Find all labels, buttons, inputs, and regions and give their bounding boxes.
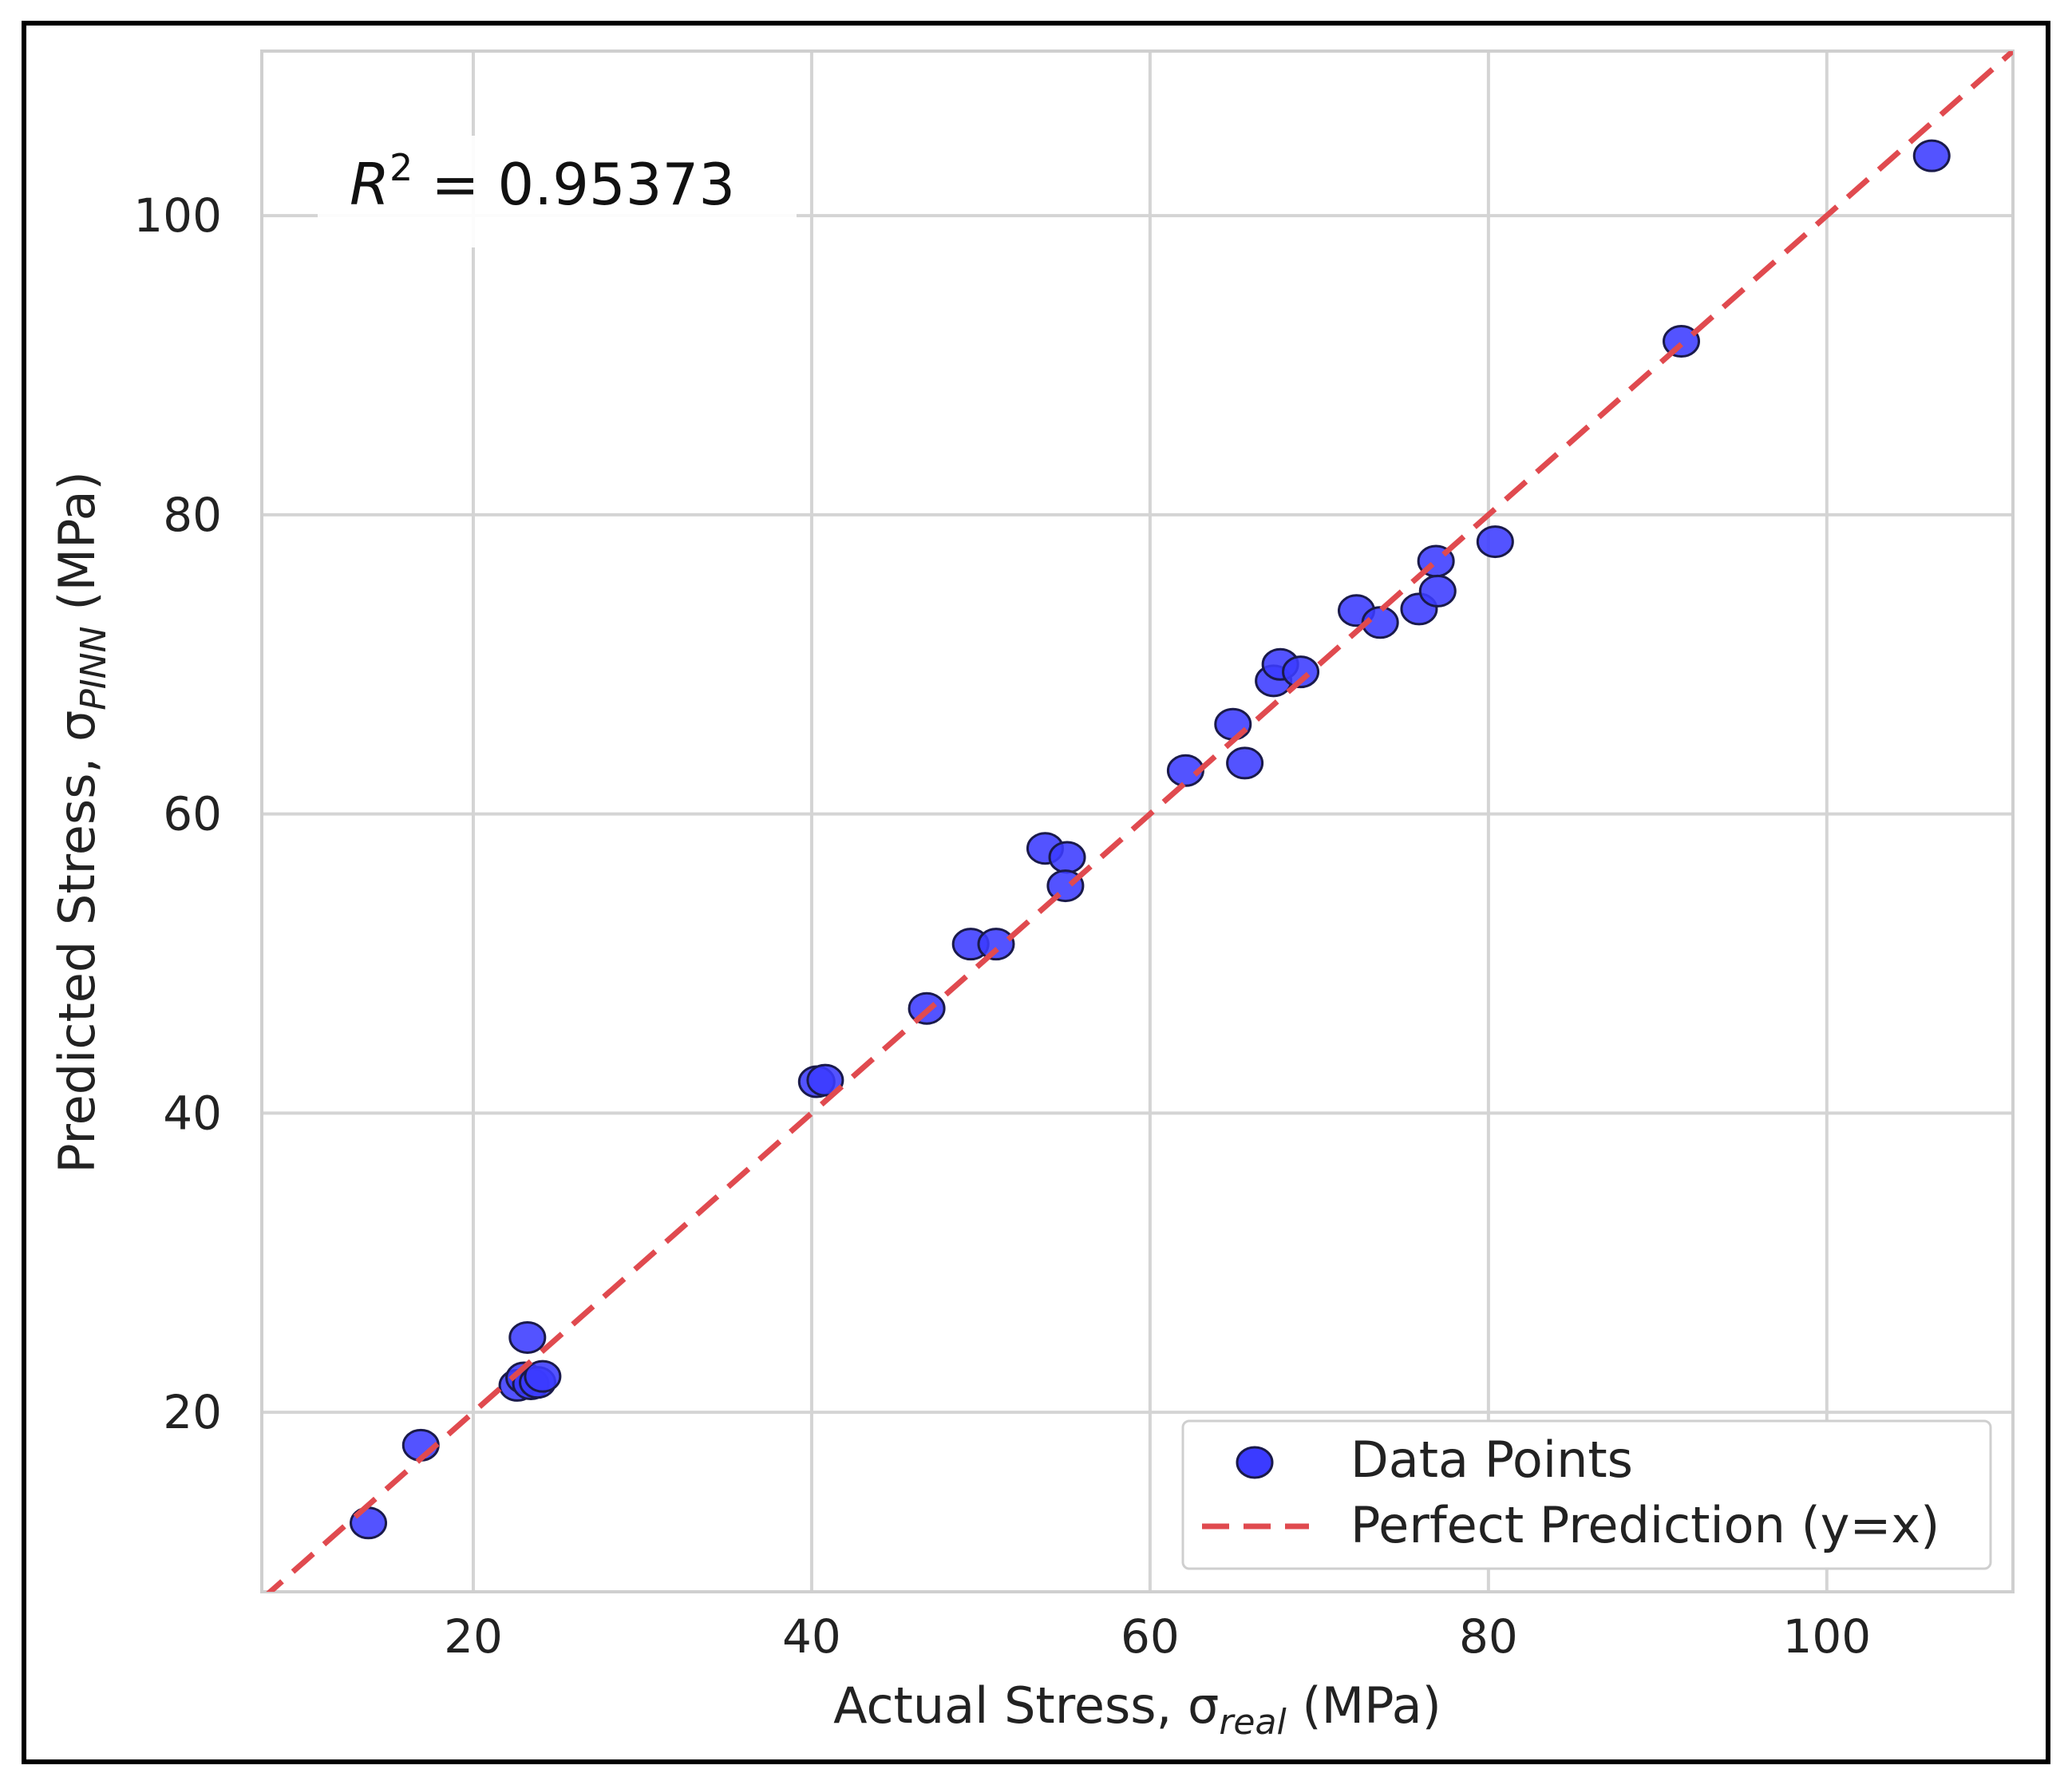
- data-point: [524, 1359, 562, 1393]
- data-point: [508, 1320, 547, 1354]
- data-points: [350, 139, 1951, 1540]
- legend: Data Points Perfect Prediction (y=x): [1181, 1419, 1992, 1570]
- data-point: [1476, 525, 1514, 559]
- r2-value: = 0.95373: [413, 151, 735, 218]
- y-tick-label: 60: [163, 787, 222, 841]
- r2-label: R2 = 0.95373: [350, 146, 735, 218]
- data-point: [806, 1063, 844, 1097]
- y-tick-label: 100: [133, 188, 222, 243]
- x-axis-label: Actual Stress, σreal (MPa): [833, 1676, 1441, 1743]
- data-point: [1418, 574, 1457, 608]
- x-tick-label: 80: [1459, 1609, 1518, 1664]
- data-point: [1214, 707, 1252, 741]
- r2-annotation: R2 = 0.95373: [318, 136, 797, 247]
- data-point: [1912, 139, 1951, 172]
- y-axis-label-subscript: PINN: [73, 626, 114, 710]
- x-axis-label-unit: (MPa): [1287, 1676, 1441, 1735]
- perfect-prediction-line: [266, 51, 2013, 1592]
- x-tick-label: 20: [444, 1609, 503, 1664]
- x-tick-labels: 20 40 60 80 100: [444, 1609, 1871, 1664]
- x-tick-label: 40: [782, 1609, 841, 1664]
- plot-area: [262, 51, 2013, 1592]
- data-point: [1048, 841, 1086, 874]
- y-axis-label: Predicted Stress, σPINN (MPa): [48, 471, 114, 1173]
- legend-label-perfect-prediction: Perfect Prediction (y=x): [1350, 1496, 1940, 1554]
- y-tick-labels: 20 40 60 80 100: [133, 188, 222, 1439]
- r2-annotation-background: [318, 136, 797, 247]
- data-point: [977, 928, 1015, 961]
- x-axis-label-subscript: real: [1219, 1702, 1287, 1743]
- legend-box: [1181, 1419, 1992, 1570]
- legend-label-data-points: Data Points: [1350, 1431, 1633, 1489]
- x-tick-label: 60: [1121, 1609, 1180, 1664]
- y-tick-label: 20: [163, 1385, 222, 1439]
- r2-symbol: R: [350, 151, 389, 218]
- y-axis-label-main: Predicted Stress, σ: [48, 710, 106, 1173]
- legend-marker-data-points: [1236, 1446, 1274, 1479]
- y-tick-label: 40: [163, 1086, 222, 1140]
- x-axis-label-main: Actual Stress, σ: [833, 1676, 1219, 1735]
- data-point: [1226, 746, 1264, 780]
- r2-superscript: 2: [389, 146, 413, 189]
- plot-border: [260, 49, 2015, 1593]
- y-axis-label-unit: (MPa): [48, 471, 106, 626]
- data-point: [1282, 655, 1320, 689]
- x-tick-label: 100: [1782, 1609, 1871, 1664]
- y-tick-label: 80: [163, 488, 222, 542]
